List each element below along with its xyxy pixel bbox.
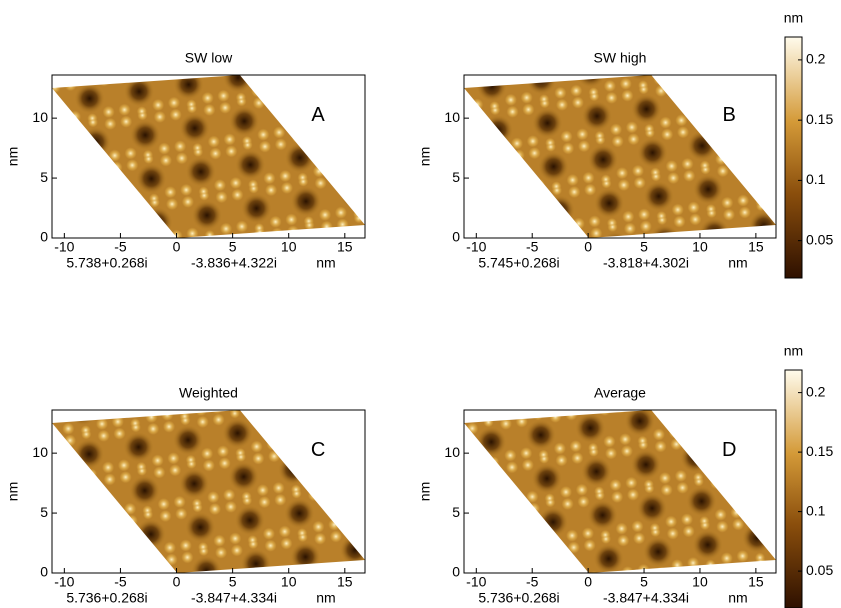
colorbar-tick-label: 0.1 <box>806 171 826 187</box>
axes-frame <box>463 74 777 239</box>
colorbar-tick-label: 0.05 <box>806 562 833 578</box>
x-unit: nm <box>316 255 335 271</box>
height-map <box>464 75 776 238</box>
x-tick-label: 0 <box>173 574 181 590</box>
x-tick-label: 10 <box>692 574 708 590</box>
lattice-vector: 5.745+0.268i <box>478 255 559 271</box>
x-tick-label: -10 <box>54 239 74 255</box>
x-tick-label: -10 <box>466 574 486 590</box>
y-tick-label: 10 <box>444 109 460 125</box>
x-tick-label: 0 <box>584 574 592 590</box>
height-map <box>464 410 776 573</box>
x-unit: nm <box>728 255 747 271</box>
x-tick-label: 0 <box>584 239 592 255</box>
x-tick-label: -10 <box>466 239 486 255</box>
panel-label: B <box>723 104 736 126</box>
y-tick-label: 5 <box>452 169 460 185</box>
colorbar <box>784 369 803 608</box>
lattice-vector: 5.736+0.268i <box>66 590 147 606</box>
x-tick-label: -5 <box>114 574 127 590</box>
colorbar-tick-label: 0.1 <box>806 502 826 518</box>
x-tick-label: 5 <box>229 239 237 255</box>
x-tick-label: 10 <box>281 239 297 255</box>
x-tick-label: 0 <box>173 239 181 255</box>
panel-title: Average <box>594 385 646 401</box>
height-map <box>52 75 365 238</box>
y-tick-label: 10 <box>32 444 48 460</box>
x-tick-label: -5 <box>526 239 539 255</box>
y-tick-label: 10 <box>444 444 460 460</box>
lattice-vector: -3.847+4.334i <box>603 590 689 606</box>
lattice-vector: 5.736+0.268i <box>478 590 559 606</box>
axes-frame <box>51 409 366 574</box>
colorbar-label: nm <box>784 10 803 26</box>
panel-title: SW low <box>185 50 233 66</box>
x-tick-label: 10 <box>692 239 708 255</box>
x-unit: nm <box>728 590 747 606</box>
axes-frame <box>51 74 366 239</box>
y-tick-label: 0 <box>40 564 48 580</box>
colorbar <box>784 36 803 279</box>
colorbar-tick-label: 0.15 <box>806 443 833 459</box>
colorbar-label: nm <box>784 343 803 359</box>
y-axis-label: nm <box>5 147 21 166</box>
x-unit: nm <box>316 590 335 606</box>
panel-label: D <box>722 439 736 461</box>
y-tick-label: 10 <box>32 109 48 125</box>
colorbar-tick-label: 0.2 <box>806 51 826 67</box>
y-tick-label: 5 <box>452 504 460 520</box>
x-tick-label: 5 <box>640 239 648 255</box>
x-tick-label: 5 <box>640 574 648 590</box>
y-tick-label: 5 <box>40 169 48 185</box>
panel-title: SW high <box>594 50 647 66</box>
x-tick-label: -5 <box>114 239 127 255</box>
lattice-vector: -3.836+4.322i <box>191 255 277 271</box>
y-tick-label: 0 <box>452 564 460 580</box>
panel-label: A <box>311 104 325 126</box>
x-tick-label: -5 <box>526 574 539 590</box>
lattice-vector: -3.847+4.334i <box>191 590 277 606</box>
axes-frame <box>463 409 777 574</box>
y-axis-label: nm <box>417 147 433 166</box>
x-tick-label: 5 <box>229 574 237 590</box>
x-tick-label: 15 <box>748 239 764 255</box>
colorbar-tick-label: 0.2 <box>806 383 826 399</box>
x-tick-label: 15 <box>337 574 353 590</box>
lattice-vector: 5.738+0.268i <box>66 255 147 271</box>
y-tick-label: 5 <box>40 504 48 520</box>
y-axis-label: nm <box>5 482 21 501</box>
y-tick-label: 0 <box>40 229 48 245</box>
x-tick-label: 10 <box>281 574 297 590</box>
colorbar-tick-label: 0.15 <box>806 111 833 127</box>
x-tick-label: -10 <box>54 574 74 590</box>
lattice-vector: -3.818+4.302i <box>603 255 689 271</box>
y-tick-label: 0 <box>452 229 460 245</box>
x-tick-label: 15 <box>337 239 353 255</box>
panel-title: Weighted <box>179 385 238 401</box>
panel-label: C <box>311 439 325 461</box>
colorbar-tick-label: 0.05 <box>806 231 833 247</box>
height-map <box>52 410 365 573</box>
y-axis-label: nm <box>417 482 433 501</box>
x-tick-label: 15 <box>748 574 764 590</box>
